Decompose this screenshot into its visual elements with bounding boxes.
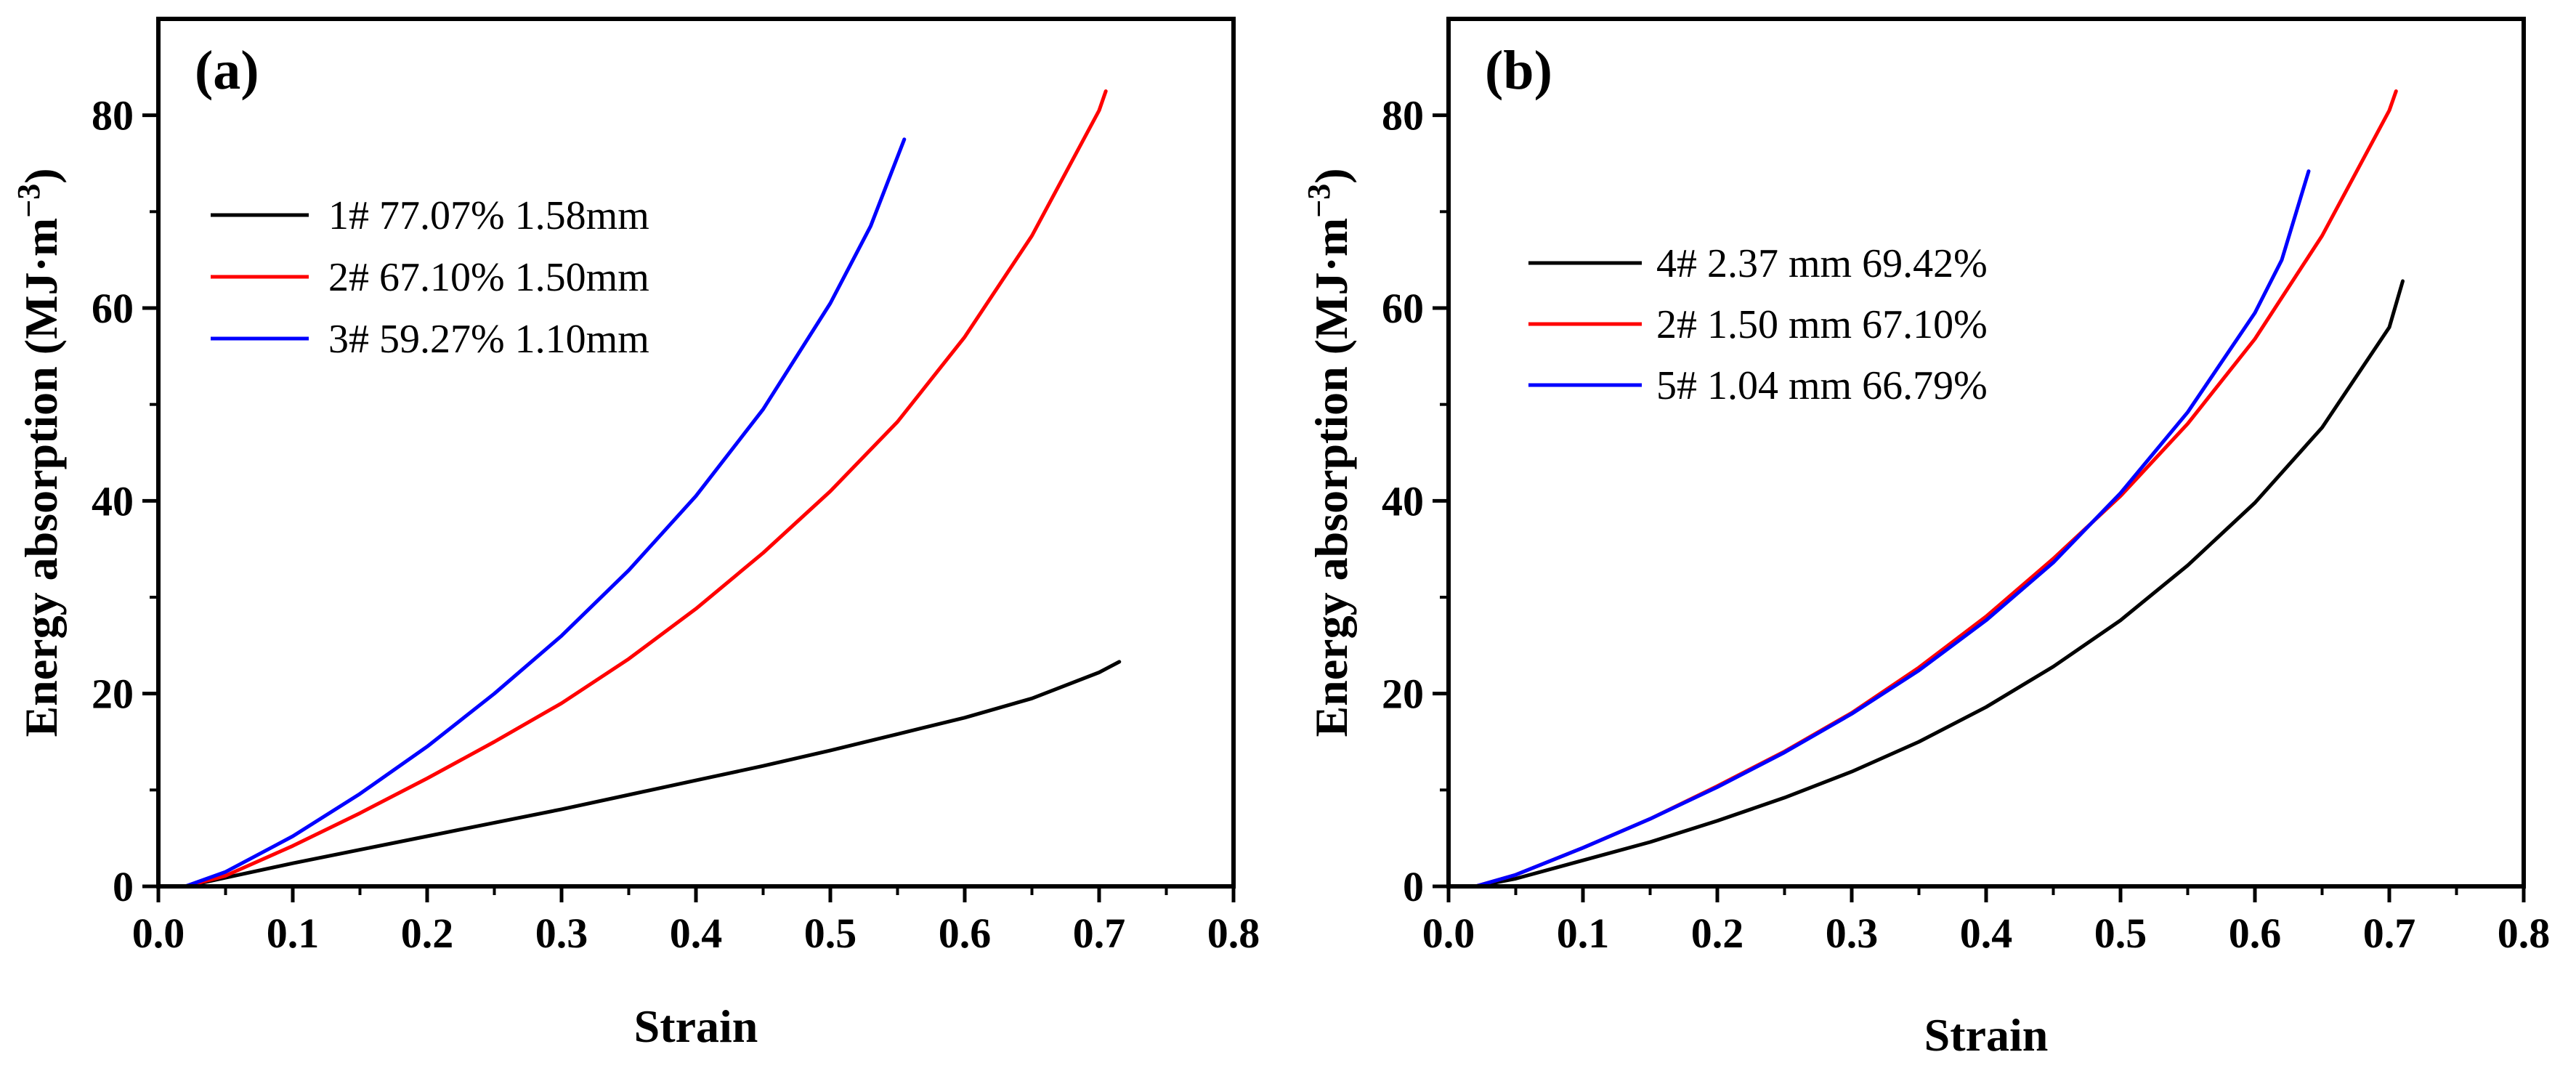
legend-label-3: 5# 1.04 mm 66.79% xyxy=(1656,363,1988,408)
panel-label: (b) xyxy=(1485,40,1552,101)
plot-frame xyxy=(156,17,1236,889)
y-tick-label: 20 xyxy=(1382,671,1424,718)
y-tick-label: 60 xyxy=(1382,285,1424,332)
x-tick-label: 0.7 xyxy=(1073,910,1126,957)
x-axis-title: Strain xyxy=(1924,1009,2049,1061)
legend-label-1: 4# 2.37 mm 69.42% xyxy=(1656,241,1988,286)
y-tick-label: 80 xyxy=(1382,92,1424,139)
x-tick-label: 0.4 xyxy=(1960,910,2013,957)
panel-b-chart: 0.0 0.1 0.2 0.3 0.4 0.5 0.6 0.7 0.8 0 20 40 60 80 Stra… xyxy=(1301,17,2551,1061)
x-tick-label: 0.1 xyxy=(267,910,320,957)
y-axis-title: Energy absorption (MJ·m−3) xyxy=(1301,168,1357,737)
x-tick-label: 0.7 xyxy=(2363,910,2416,957)
legend-label-2: 2# 1.50 mm 67.10% xyxy=(1656,302,1988,347)
y-axis-title-close: ) xyxy=(1305,168,1357,183)
x-tick-label: 0.4 xyxy=(670,910,723,957)
panel-label: (a) xyxy=(195,40,259,101)
x-tick-label: 0.0 xyxy=(132,910,185,957)
x-tick-label: 0.5 xyxy=(804,910,857,957)
y-axis-title-superscript: −3 xyxy=(11,184,46,218)
x-tick-label: 0.6 xyxy=(939,910,992,957)
y-tick-label: 60 xyxy=(92,285,134,332)
legend-label-2: 2# 67.10% 1.50mm xyxy=(328,255,649,300)
series-line-1 xyxy=(1473,279,2405,889)
x-tick-label: 0.2 xyxy=(1691,910,1744,957)
y-tick-label: 0 xyxy=(113,863,134,910)
y-axis-title-main: Energy absorption (MJ·m xyxy=(15,218,67,737)
series-line-2 xyxy=(183,89,1108,889)
series-line-3 xyxy=(1473,169,2311,889)
y-tick-label: 40 xyxy=(92,477,134,525)
y-axis-title-main: Energy absorption (MJ·m xyxy=(1305,218,1357,737)
series-line-3 xyxy=(183,137,907,889)
series-line-2 xyxy=(1473,89,2398,889)
panel-a-chart: 0.0 0.1 0.2 0.3 0.4 0.5 0.6 0.7 0.8 0 20 40 60 80 Stra… xyxy=(11,17,1260,1052)
series-line-1 xyxy=(183,660,1122,889)
x-tick-label: 0.8 xyxy=(2498,910,2551,957)
y-tick-label: 0 xyxy=(1403,863,1424,910)
x-tick-label: 0.5 xyxy=(2094,910,2147,957)
x-tick-label: 0.3 xyxy=(535,910,588,957)
y-axis-title-close: ) xyxy=(15,168,67,183)
y-tick-label: 20 xyxy=(92,671,134,718)
x-tick-label: 0.8 xyxy=(1207,910,1260,957)
x-tick-label: 0.6 xyxy=(2229,910,2282,957)
x-tick-label: 0.2 xyxy=(401,910,454,957)
x-tick-label: 0.0 xyxy=(1422,910,1475,957)
y-tick-label: 80 xyxy=(92,92,134,139)
x-tick-label: 0.1 xyxy=(1557,910,1610,957)
legend-label-3: 3# 59.27% 1.10mm xyxy=(328,317,649,362)
plot-frame xyxy=(1446,17,2526,889)
y-tick-label: 40 xyxy=(1382,477,1424,525)
y-axis-title-superscript: −3 xyxy=(1301,184,1337,218)
x-axis-title: Strain xyxy=(634,1000,758,1052)
x-tick-label: 0.3 xyxy=(1826,910,1879,957)
legend-label-1: 1# 77.07% 1.58mm xyxy=(328,193,649,238)
y-axis-title: Energy absorption (MJ·m−3) xyxy=(11,168,67,737)
